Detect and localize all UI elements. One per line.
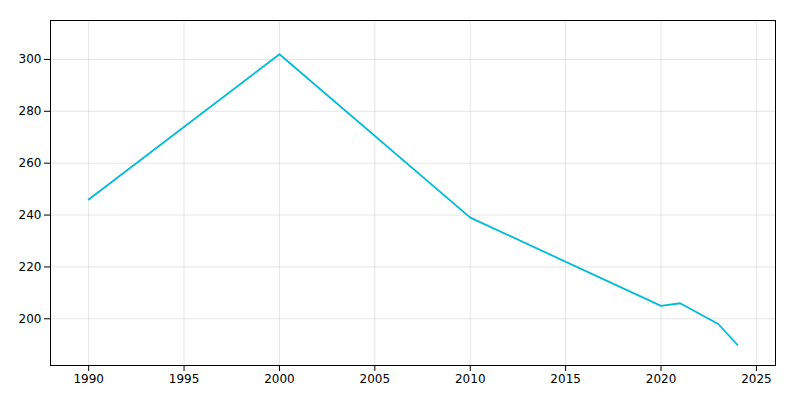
- svg-text:300: 300: [19, 52, 42, 66]
- svg-text:2015: 2015: [550, 372, 581, 386]
- svg-text:220: 220: [19, 260, 42, 274]
- svg-text:280: 280: [19, 104, 42, 118]
- svg-text:1995: 1995: [169, 372, 200, 386]
- svg-text:200: 200: [19, 312, 42, 326]
- svg-text:260: 260: [19, 156, 42, 170]
- svg-text:2010: 2010: [455, 372, 486, 386]
- svg-text:2025: 2025: [741, 372, 772, 386]
- svg-text:1990: 1990: [73, 372, 104, 386]
- svg-text:2005: 2005: [360, 372, 391, 386]
- svg-text:2000: 2000: [264, 372, 295, 386]
- svg-text:2020: 2020: [646, 372, 677, 386]
- svg-text:240: 240: [19, 208, 42, 222]
